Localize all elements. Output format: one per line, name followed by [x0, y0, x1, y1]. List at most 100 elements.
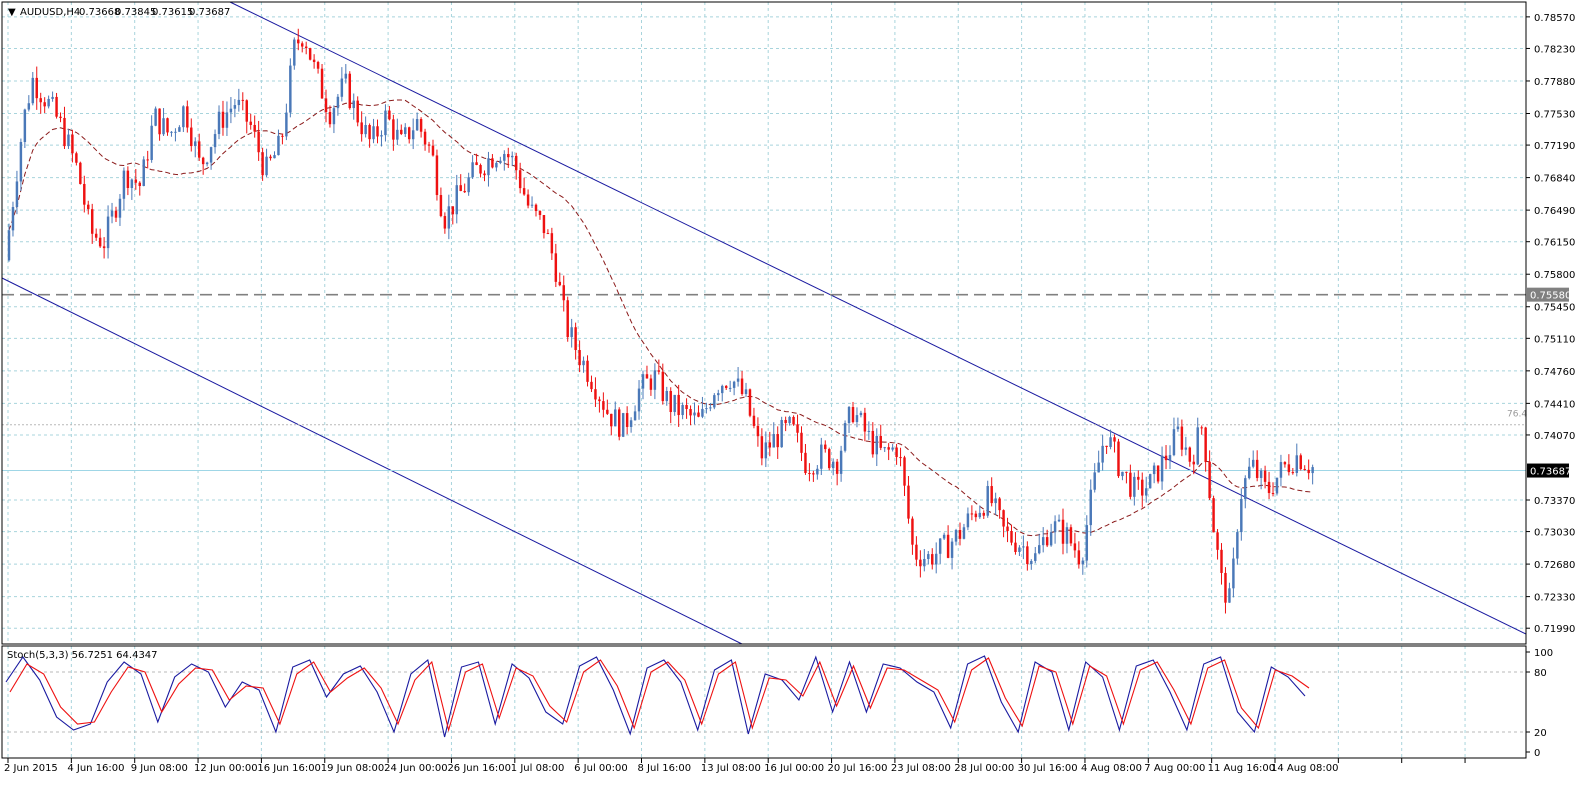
candle-body [94, 233, 98, 238]
price-tick-label: 0.76150 [1534, 238, 1575, 249]
candle-body [285, 112, 288, 137]
stochastic-signal-line [9, 657, 1310, 733]
chart-menu-icon[interactable]: ▼ [8, 7, 16, 18]
candle-body [197, 141, 201, 158]
candle-body [1049, 532, 1053, 546]
candle-body [701, 408, 704, 417]
candle-body [550, 233, 554, 254]
candle-body [946, 534, 950, 558]
candle-body [748, 389, 752, 416]
candle-body [812, 473, 815, 475]
candle-body [443, 216, 447, 229]
candle-body [1236, 532, 1239, 559]
candle-body [546, 233, 550, 235]
candle-body [653, 370, 657, 390]
candle-body [554, 253, 558, 282]
candle-body [1208, 461, 1211, 499]
candle-body [1061, 519, 1065, 544]
time-tick-label: 16 Jul 00:00 [764, 763, 824, 774]
candle-body [1196, 427, 1199, 465]
candle-body [887, 447, 890, 450]
candle-body [1192, 461, 1195, 465]
stochastic-title: Stoch(5,3,3) 56.7251 64.4347 [7, 650, 158, 661]
candle-body [1271, 493, 1275, 495]
candle-body [312, 59, 316, 63]
candle-body [304, 46, 308, 49]
candle-body [827, 449, 831, 469]
candle-body [796, 424, 799, 433]
candle-body [90, 209, 94, 234]
candle-body [756, 425, 760, 437]
candle-body [447, 206, 451, 229]
candle-body [431, 145, 435, 156]
candle-body [764, 442, 768, 459]
candle-body [503, 154, 506, 161]
candle-body [47, 98, 50, 107]
candle-body [170, 131, 173, 133]
time-tick-label: 4 Aug 08:00 [1081, 763, 1142, 774]
candle-body [1018, 547, 1021, 552]
candle-body [1113, 437, 1116, 442]
time-tick-label: 24 Jun 00:00 [384, 763, 448, 774]
candle-body [384, 110, 387, 136]
candle-body [665, 390, 668, 402]
candle-body [1069, 527, 1073, 544]
candle-body [467, 177, 470, 193]
time-tick-label: 16 Jun 16:00 [257, 763, 321, 774]
candle-body [15, 181, 19, 208]
candle-body [907, 485, 910, 519]
candle-body [1129, 472, 1132, 497]
ohlc-low: 0.73615 [152, 7, 193, 18]
candle-body [859, 412, 863, 416]
candle-body [820, 444, 823, 469]
candle-body [598, 399, 601, 402]
moving-average-line [8, 99, 1313, 537]
trend-channel[interactable] [1, 1, 1527, 645]
candle-body [174, 131, 177, 133]
time-tick-label: 2 Jun 2015 [4, 763, 58, 774]
candle-body [114, 210, 118, 218]
candle-body [273, 155, 276, 159]
candle-body [1073, 543, 1077, 551]
time-tick-label: 28 Jul 00:00 [954, 763, 1014, 774]
candle-body [705, 408, 708, 410]
candle-body [43, 102, 46, 107]
candle-body [788, 416, 791, 424]
candle-body [507, 154, 510, 158]
candle-body [685, 405, 688, 410]
candle-body [855, 415, 859, 423]
price-pane[interactable]: 0.75580 76.4 0.73687 0.78570 0.78230 0.77880… [1, 1, 1575, 645]
candle-body [463, 190, 466, 193]
candle-body [891, 447, 894, 450]
candle-body [1085, 525, 1089, 561]
candle-body [1224, 572, 1227, 603]
candle-body [958, 530, 962, 539]
stochastic-tick-label: 20 [1534, 728, 1547, 739]
candle-body [1228, 588, 1231, 603]
candle-body [590, 381, 593, 390]
channel-upper-line[interactable] [229, 1, 1527, 635]
candle-body [75, 153, 78, 163]
candle-body [487, 158, 490, 176]
channel-lower-line[interactable] [1, 277, 743, 645]
candle-body [1144, 488, 1148, 496]
candle-body [1180, 426, 1184, 450]
candle-body [1204, 427, 1207, 462]
candle-body [265, 156, 268, 176]
candle-body [986, 486, 989, 516]
stochastic-pane[interactable]: Stoch(5,3,3) 56.7251 64.4347 100 80 20 0 [1, 645, 1553, 759]
candle-body [63, 117, 66, 147]
candle-body [1006, 526, 1009, 532]
candle-body [1168, 455, 1172, 461]
candle-body [875, 435, 879, 455]
candle-body [526, 194, 530, 206]
price-tick-label: 0.72680 [1534, 560, 1575, 571]
candle-body [1034, 553, 1037, 561]
candle-body [300, 43, 304, 47]
time-tick-label: 11 Aug 16:00 [1208, 763, 1275, 774]
price-axis: 0.78570 0.78230 0.77880 0.77530 0.77190 0.768… [1526, 13, 1575, 635]
candle-body [1137, 476, 1140, 480]
candle-body [1038, 545, 1041, 554]
candle-body [768, 442, 772, 448]
candle-body [1065, 527, 1069, 544]
